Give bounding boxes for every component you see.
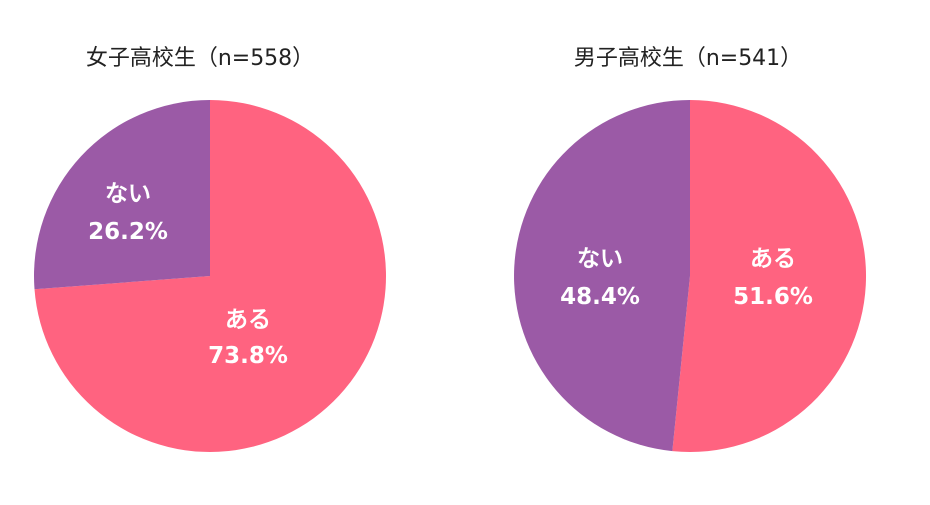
- slice-value-boys-aru: 51.6%: [733, 284, 813, 310]
- slice-value-girls-aru: 73.8%: [208, 343, 288, 369]
- slice-label-boys-aru: ある: [750, 246, 796, 272]
- chart-title-girls: 女子高校生（n=558）: [86, 46, 314, 71]
- slice-value-boys-nai: 48.4%: [560, 284, 640, 310]
- slice-value-girls-nai: 26.2%: [88, 219, 168, 245]
- chart-boys: 男子高校生（n=541） ない 48.4% ある 51.6%: [514, 46, 867, 453]
- labels-girls: ない 26.2% ある 73.8%: [88, 181, 288, 369]
- slices-girls: [33, 100, 386, 453]
- slice-label-girls-nai: ない: [105, 181, 151, 207]
- pie-slice-girls-aru: [34, 100, 386, 453]
- pie-slice-boys-aru: [672, 100, 867, 453]
- slice-label-girls-aru: ある: [225, 307, 271, 333]
- pie-slice-boys-nai: [514, 100, 690, 452]
- chart-girls: 女子高校生（n=558） ない 26.2% ある 73.8%: [33, 46, 386, 453]
- slice-label-boys-nai: ない: [577, 246, 623, 272]
- chart-title-boys: 男子高校生（n=541）: [574, 46, 802, 71]
- pie-slice-girls-nai: [33, 100, 211, 290]
- slices-boys: [514, 100, 867, 453]
- labels-boys: ない 48.4% ある 51.6%: [560, 246, 813, 310]
